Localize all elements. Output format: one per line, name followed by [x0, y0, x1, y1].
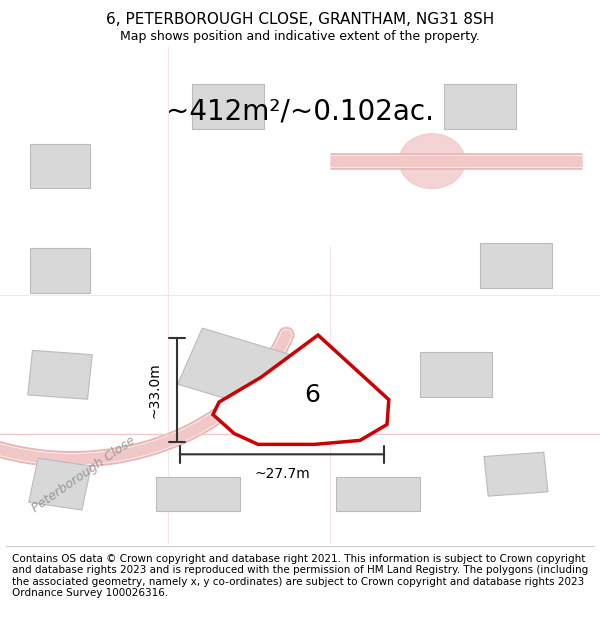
Polygon shape — [399, 134, 465, 189]
Polygon shape — [30, 144, 90, 189]
Polygon shape — [29, 458, 91, 510]
Text: ~412m²/~0.102ac.: ~412m²/~0.102ac. — [166, 98, 434, 126]
Polygon shape — [336, 477, 420, 511]
Polygon shape — [156, 477, 240, 511]
Text: Map shows position and indicative extent of the property.: Map shows position and indicative extent… — [120, 31, 480, 44]
Text: 6: 6 — [304, 382, 320, 407]
Text: 6, PETERBOROUGH CLOSE, GRANTHAM, NG31 8SH: 6, PETERBOROUGH CLOSE, GRANTHAM, NG31 8S… — [106, 12, 494, 27]
Polygon shape — [484, 452, 548, 496]
Text: ~27.7m: ~27.7m — [254, 468, 310, 481]
Polygon shape — [30, 248, 90, 293]
Polygon shape — [213, 335, 389, 444]
Polygon shape — [480, 243, 552, 288]
Text: Peterborough Close: Peterborough Close — [30, 434, 138, 515]
Polygon shape — [192, 84, 264, 129]
Polygon shape — [28, 351, 92, 399]
Polygon shape — [444, 84, 516, 129]
Polygon shape — [420, 352, 492, 397]
Polygon shape — [178, 328, 326, 421]
Text: ~33.0m: ~33.0m — [147, 362, 161, 418]
Text: Contains OS data © Crown copyright and database right 2021. This information is : Contains OS data © Crown copyright and d… — [12, 554, 588, 598]
